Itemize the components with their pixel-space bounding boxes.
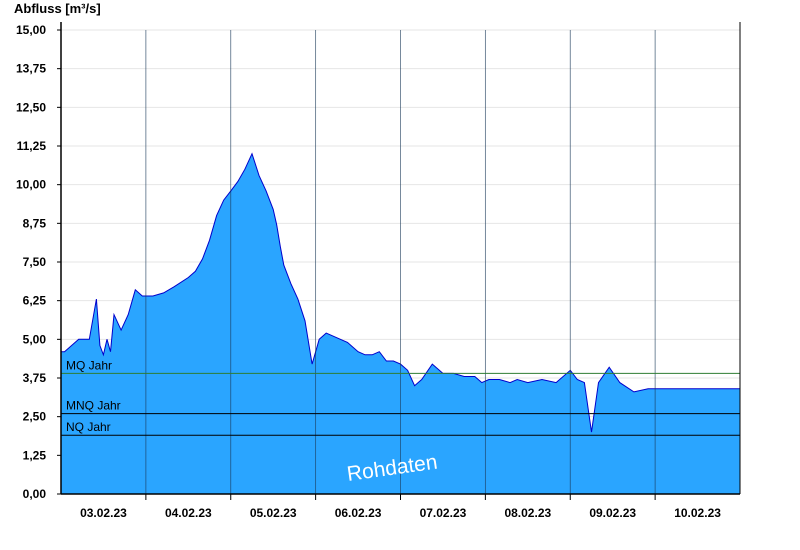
y-tick-label: 13,75: [16, 62, 46, 76]
y-axis-title: Abfluss [m³/s]: [14, 1, 101, 16]
x-tick-label: 09.02.23: [589, 506, 636, 520]
y-tick-label: 0,00: [23, 487, 47, 501]
reference-line-label: MNQ Jahr: [66, 399, 121, 413]
discharge-line: [61, 152, 740, 433]
reference-line-label: MQ Jahr: [66, 358, 112, 372]
y-tick-label: 8,75: [23, 216, 47, 230]
y-tick-label: 11,25: [17, 139, 47, 153]
y-tick-label: 12,50: [16, 100, 46, 114]
x-tick-label: 08.02.23: [504, 506, 551, 520]
y-tick-label: 7,50: [23, 255, 47, 269]
x-tick-label: 05.02.23: [250, 506, 297, 520]
y-tick-label: 15,00: [16, 23, 46, 37]
y-tick-label: 3,75: [23, 371, 47, 385]
axes: 0,00 1,25 2,50 3,75 5,00 6,25 7,50 8,75 10,00 11,…: [16, 22, 741, 520]
y-tick-label: 10,00: [16, 178, 46, 192]
x-tick-label: 03.02.23: [80, 506, 127, 520]
day-separators: [145, 30, 656, 494]
y-tick-label: 5,00: [23, 332, 47, 346]
x-tick-label: 04.02.23: [165, 506, 212, 520]
x-tick-label: 07.02.23: [420, 506, 467, 520]
y-tick-label: 2,50: [23, 410, 47, 424]
reference-lines: MQ Jahr MNQ Jahr NQ Jahr: [61, 358, 740, 436]
x-tick-label: 10.02.23: [674, 506, 721, 520]
reference-line-label: NQ Jahr: [66, 420, 111, 434]
y-tick-label: 6,25: [23, 294, 47, 308]
x-tick-label: 06.02.23: [335, 506, 382, 520]
y-tick-label: 1,25: [23, 448, 47, 462]
